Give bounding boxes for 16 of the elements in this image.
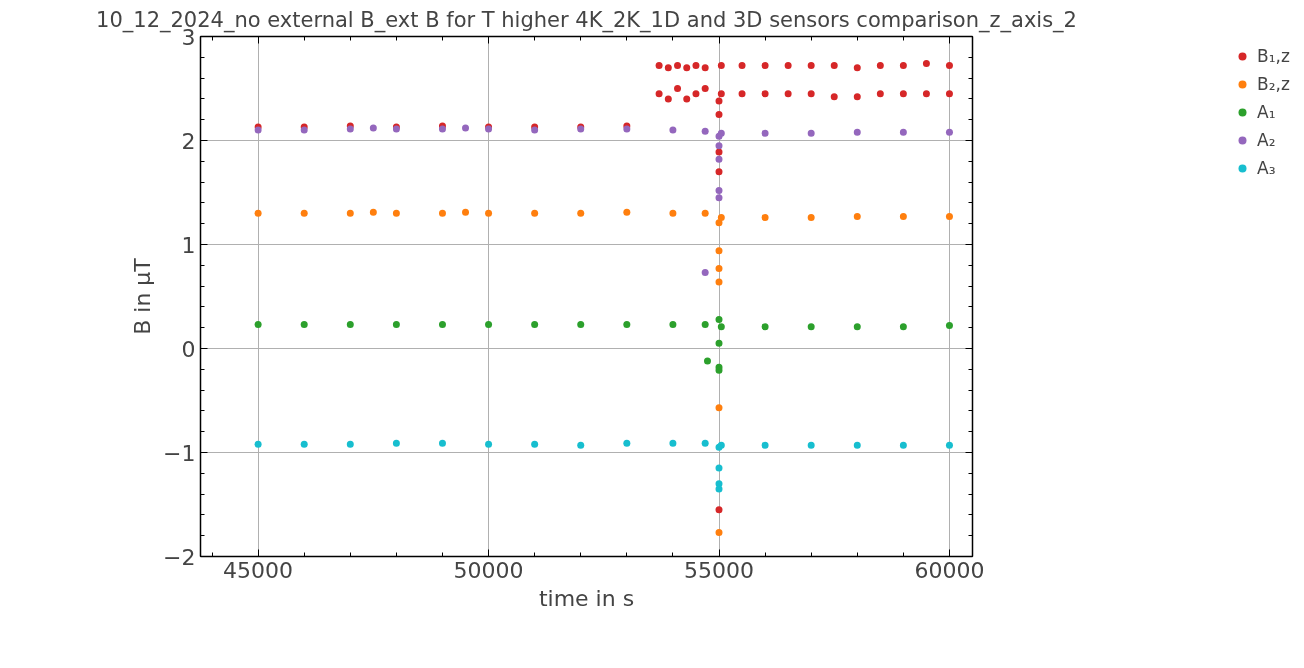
legend-label: A₃ [1257,158,1277,178]
y-tick-label: −1 [163,440,196,466]
y-tick-label: 1 [181,232,196,258]
y-axis-title: B in μT [130,257,156,335]
x-tick-label: 50000 [453,557,524,583]
y-tick-label: −2 [163,544,196,570]
legend-label: A₂ [1257,130,1277,150]
legend-label: B₁,z [1257,46,1290,66]
x-tick-label: 60000 [914,557,985,583]
x-axis-title: time in s [538,585,635,611]
x-tick-label: 45000 [223,557,294,583]
y-tick-label: 2 [181,128,196,154]
x-tick-label: 55000 [684,557,755,583]
legend-label: A₁ [1257,102,1277,122]
legend-label: B₂,z [1257,74,1290,94]
y-tick-label: 0 [181,336,196,362]
